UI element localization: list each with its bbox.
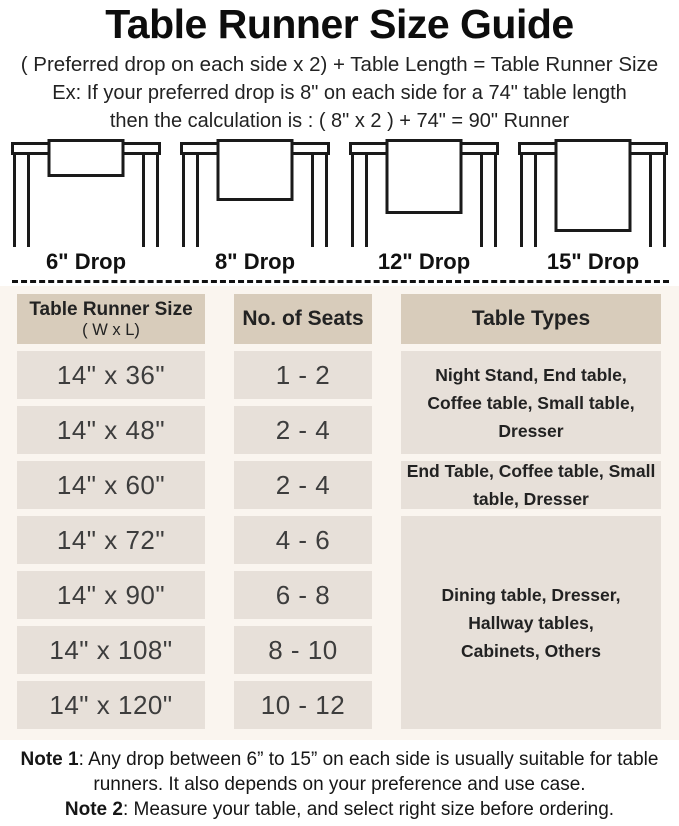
drop-label-15in: 15" Drop <box>546 249 640 274</box>
types-cell-group-3: Dining table, Dresser, Hallway tables, C… <box>401 516 661 729</box>
example-line-2: then the calculation is : ( 8" x 2 ) + 7… <box>109 110 570 132</box>
seats-cell: 4 - 6 <box>234 516 372 564</box>
drop-labels: 6" Drop 8" Drop 12" Drop 15" Drop <box>0 249 679 275</box>
header-size-title: Table Runner Size <box>29 298 193 320</box>
seats-cell: 10 - 12 <box>234 681 372 729</box>
size-cell: 14" x 48" <box>17 406 205 454</box>
table-leg-icon <box>649 154 666 247</box>
table-illustration-8in <box>180 139 330 247</box>
drop-label-6in: 6" Drop <box>45 249 127 274</box>
seats-cell: 1 - 2 <box>234 351 372 399</box>
table-illustration-12in <box>349 139 499 247</box>
table-leg-icon <box>351 154 368 247</box>
size-cell: 14" x 60" <box>17 461 205 509</box>
size-cell: 14" x 90" <box>17 571 205 619</box>
runner-drape-icon <box>554 139 632 232</box>
size-cell: 14" x 120" <box>17 681 205 729</box>
table-leg-icon <box>311 154 328 247</box>
size-table: Table Runner Size ( W x L) No. of Seats … <box>17 294 679 729</box>
seats-cell: 6 - 8 <box>234 571 372 619</box>
table-leg-icon <box>142 154 159 247</box>
notes-block: Note 1: Any drop between 6” to 15” on ea… <box>0 740 679 822</box>
note-1: Note 1: Any drop between 6” to 15” on ea… <box>20 749 659 795</box>
drop-illustrations <box>0 139 679 247</box>
seats-cell: 2 - 4 <box>234 461 372 509</box>
header-size: Table Runner Size ( W x L) <box>17 294 205 344</box>
header-types: Table Types <box>401 294 661 344</box>
table-leg-icon <box>13 154 30 247</box>
size-table-section: Table Runner Size ( W x L) No. of Seats … <box>0 286 679 740</box>
dashed-divider <box>12 280 669 283</box>
page-title: Table Runner Size Guide <box>105 1 574 47</box>
table-leg-icon <box>520 154 537 247</box>
table-illustration-6in <box>11 139 161 247</box>
note-2: Note 2: Measure your table, and select r… <box>64 799 615 820</box>
types-cell-group-1: Night Stand, End table, Coffee table, Sm… <box>401 351 661 454</box>
table-leg-icon <box>480 154 497 247</box>
size-cell: 14" x 72" <box>17 516 205 564</box>
seats-cell: 2 - 4 <box>234 406 372 454</box>
header-size-sub: ( W x L) <box>82 320 140 339</box>
table-leg-icon <box>182 154 199 247</box>
example-line-1: Ex: If your preferred drop is 8" on each… <box>52 82 627 104</box>
runner-drape-icon <box>216 139 294 201</box>
header-seats: No. of Seats <box>234 294 372 344</box>
size-cell: 14" x 108" <box>17 626 205 674</box>
table-illustration-15in <box>518 139 668 247</box>
runner-drape-icon <box>47 139 125 177</box>
types-cell-group-2: End Table, Coffee table, Small table, Dr… <box>401 461 661 509</box>
header-block: Table Runner Size Guide ( Preferred drop… <box>0 0 679 135</box>
size-cell: 14" x 36" <box>17 351 205 399</box>
drop-label-12in: 12" Drop <box>377 249 471 274</box>
runner-drape-icon <box>385 139 463 214</box>
drop-label-8in: 8" Drop <box>214 249 296 274</box>
seats-cell: 8 - 10 <box>234 626 372 674</box>
formula-line: ( Preferred drop on each side x 2) + Tab… <box>20 53 659 76</box>
